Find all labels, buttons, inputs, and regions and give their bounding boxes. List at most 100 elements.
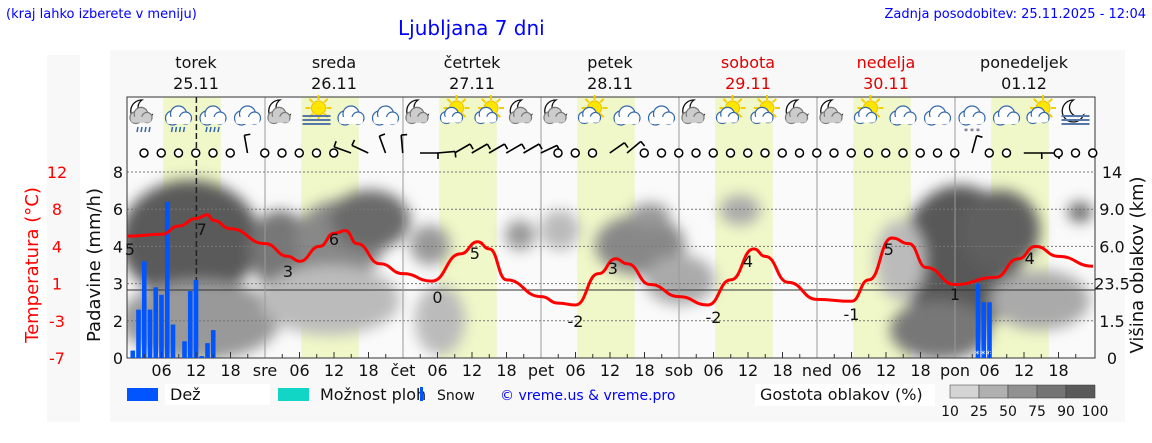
wind-shaft <box>471 143 488 154</box>
wind-shaft <box>488 143 505 154</box>
calm-wind-icon <box>1053 148 1063 158</box>
cloud-rain-icon <box>199 105 227 133</box>
temperature-label: 5 <box>884 240 894 259</box>
rain-drop <box>205 126 208 133</box>
wind-feather <box>401 133 408 136</box>
cloud-density-level: 75 <box>1028 404 1046 420</box>
temperature-label: 6 <box>329 230 339 249</box>
snowflake: * <box>964 127 968 136</box>
rain-drop <box>144 126 147 133</box>
location-hint: (kraj lahko izberete v meniju) <box>6 7 197 22</box>
hour-tick: 18 <box>910 361 930 380</box>
cloud-icon <box>371 105 400 126</box>
moon-cloud-icon <box>267 99 292 125</box>
rain-swatch <box>127 388 158 401</box>
cloud-density-blob <box>645 255 715 305</box>
wind-row <box>139 133 1098 159</box>
last-updated: Zadnja posodobitev: 25.11.2025 - 12:04 <box>884 7 1146 22</box>
day-abbr-tick: sre <box>253 361 277 380</box>
sun-ray <box>599 112 605 118</box>
temperature-line <box>126 213 1094 307</box>
calm-wind-icon <box>260 148 270 158</box>
sun-cloud-icon <box>1026 95 1056 125</box>
cloud-density-blob <box>505 220 535 250</box>
plot-frame <box>126 96 1096 359</box>
temperature-label: 5 <box>125 240 135 259</box>
cloud-density-blob <box>540 210 580 250</box>
cloud-height-tick: 0 <box>1107 349 1117 368</box>
cloud-base <box>339 117 363 124</box>
moon-cloud-rain-icon <box>129 99 154 133</box>
calm-wind-icon <box>1070 148 1081 158</box>
cloud-density-swatch <box>1007 384 1038 399</box>
temperature-label: -2 <box>706 308 722 327</box>
rain-drop <box>174 126 178 133</box>
hour-tick: 06 <box>565 361 585 380</box>
cloud-base <box>682 116 704 123</box>
cloud-base <box>994 117 1019 124</box>
rain-drop <box>217 126 220 133</box>
cloud-base <box>166 117 191 124</box>
rain-drop <box>178 126 182 133</box>
day-date: 27.11 <box>449 74 495 93</box>
rain-bar <box>205 343 210 358</box>
weather-icons-row: * * * <box>129 95 1090 136</box>
cloud-base <box>855 116 876 123</box>
cloud-height-tick: 9.0 <box>1099 200 1124 219</box>
cloud-density-swatch <box>949 384 980 399</box>
cloud-density-swatch <box>1036 384 1067 399</box>
calm-wind-icon <box>863 148 874 158</box>
rain-bar <box>210 330 216 358</box>
wind-barb-icon <box>243 133 251 154</box>
sun-cloud-icon <box>474 95 504 125</box>
temperature-tick: 4 <box>52 237 62 256</box>
day-abbr-tick: sob <box>665 361 693 380</box>
wind-feather <box>623 142 629 149</box>
wind-barb-icon <box>523 143 543 154</box>
cloud-base <box>649 117 674 124</box>
cloud-density-blob <box>410 225 450 265</box>
day-name: torek <box>175 53 217 72</box>
cloud-icon <box>613 105 641 126</box>
moon-cloud-icon <box>784 99 809 125</box>
page-title: Ljubljana 7 dni <box>398 16 545 40</box>
temperature-tick: 1 <box>52 275 62 294</box>
wind-shaft <box>505 143 523 154</box>
calm-wind-icon <box>1001 148 1012 158</box>
calm-wind-icon <box>950 148 960 158</box>
wind-feather <box>351 139 356 146</box>
wind-barb-icon <box>505 143 526 154</box>
sun-ray <box>771 112 777 118</box>
wind-feather <box>521 143 526 150</box>
wind-shaft <box>609 142 625 154</box>
copyright-link[interactable]: © vreme.us & vreme.pro <box>500 388 675 404</box>
sun-ray <box>599 98 605 104</box>
cloud-density-blob <box>630 203 670 227</box>
hour-tick: 06 <box>841 361 861 380</box>
hour-tick: 06 <box>703 361 723 380</box>
cloud-base <box>925 117 950 124</box>
wind-feather <box>333 140 337 148</box>
calm-wind-icon <box>173 148 184 158</box>
day-name: sreda <box>312 53 356 72</box>
cloud-height-tick: 6.0 <box>1099 237 1124 256</box>
day-name: sobota <box>721 53 775 72</box>
cloud-base <box>786 116 807 123</box>
cloud-density-level: 10 <box>941 404 959 420</box>
temperature-axis-title: Temperatura (°C) <box>22 187 43 344</box>
moon-cloud-icon <box>543 99 568 125</box>
calm-wind-icon <box>846 148 856 158</box>
cloud-density-blob <box>890 300 990 358</box>
moon-cloud-icon <box>405 99 430 125</box>
rain-bar <box>182 341 187 358</box>
wind-barb-icon <box>454 143 474 154</box>
hour-tick: 12 <box>738 361 758 380</box>
calm-wind-icon <box>329 148 339 158</box>
wind-shaft <box>400 134 404 154</box>
precipitation-tick: 8 <box>113 163 123 182</box>
rain-drop <box>213 126 216 133</box>
hour-tick: 12 <box>1014 361 1034 380</box>
hour-tick: 12 <box>462 361 482 380</box>
hour-tick: 18 <box>634 361 654 380</box>
sun-fog-icon <box>302 95 332 125</box>
